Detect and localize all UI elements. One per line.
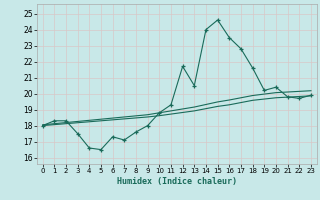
X-axis label: Humidex (Indice chaleur): Humidex (Indice chaleur) [117, 177, 237, 186]
